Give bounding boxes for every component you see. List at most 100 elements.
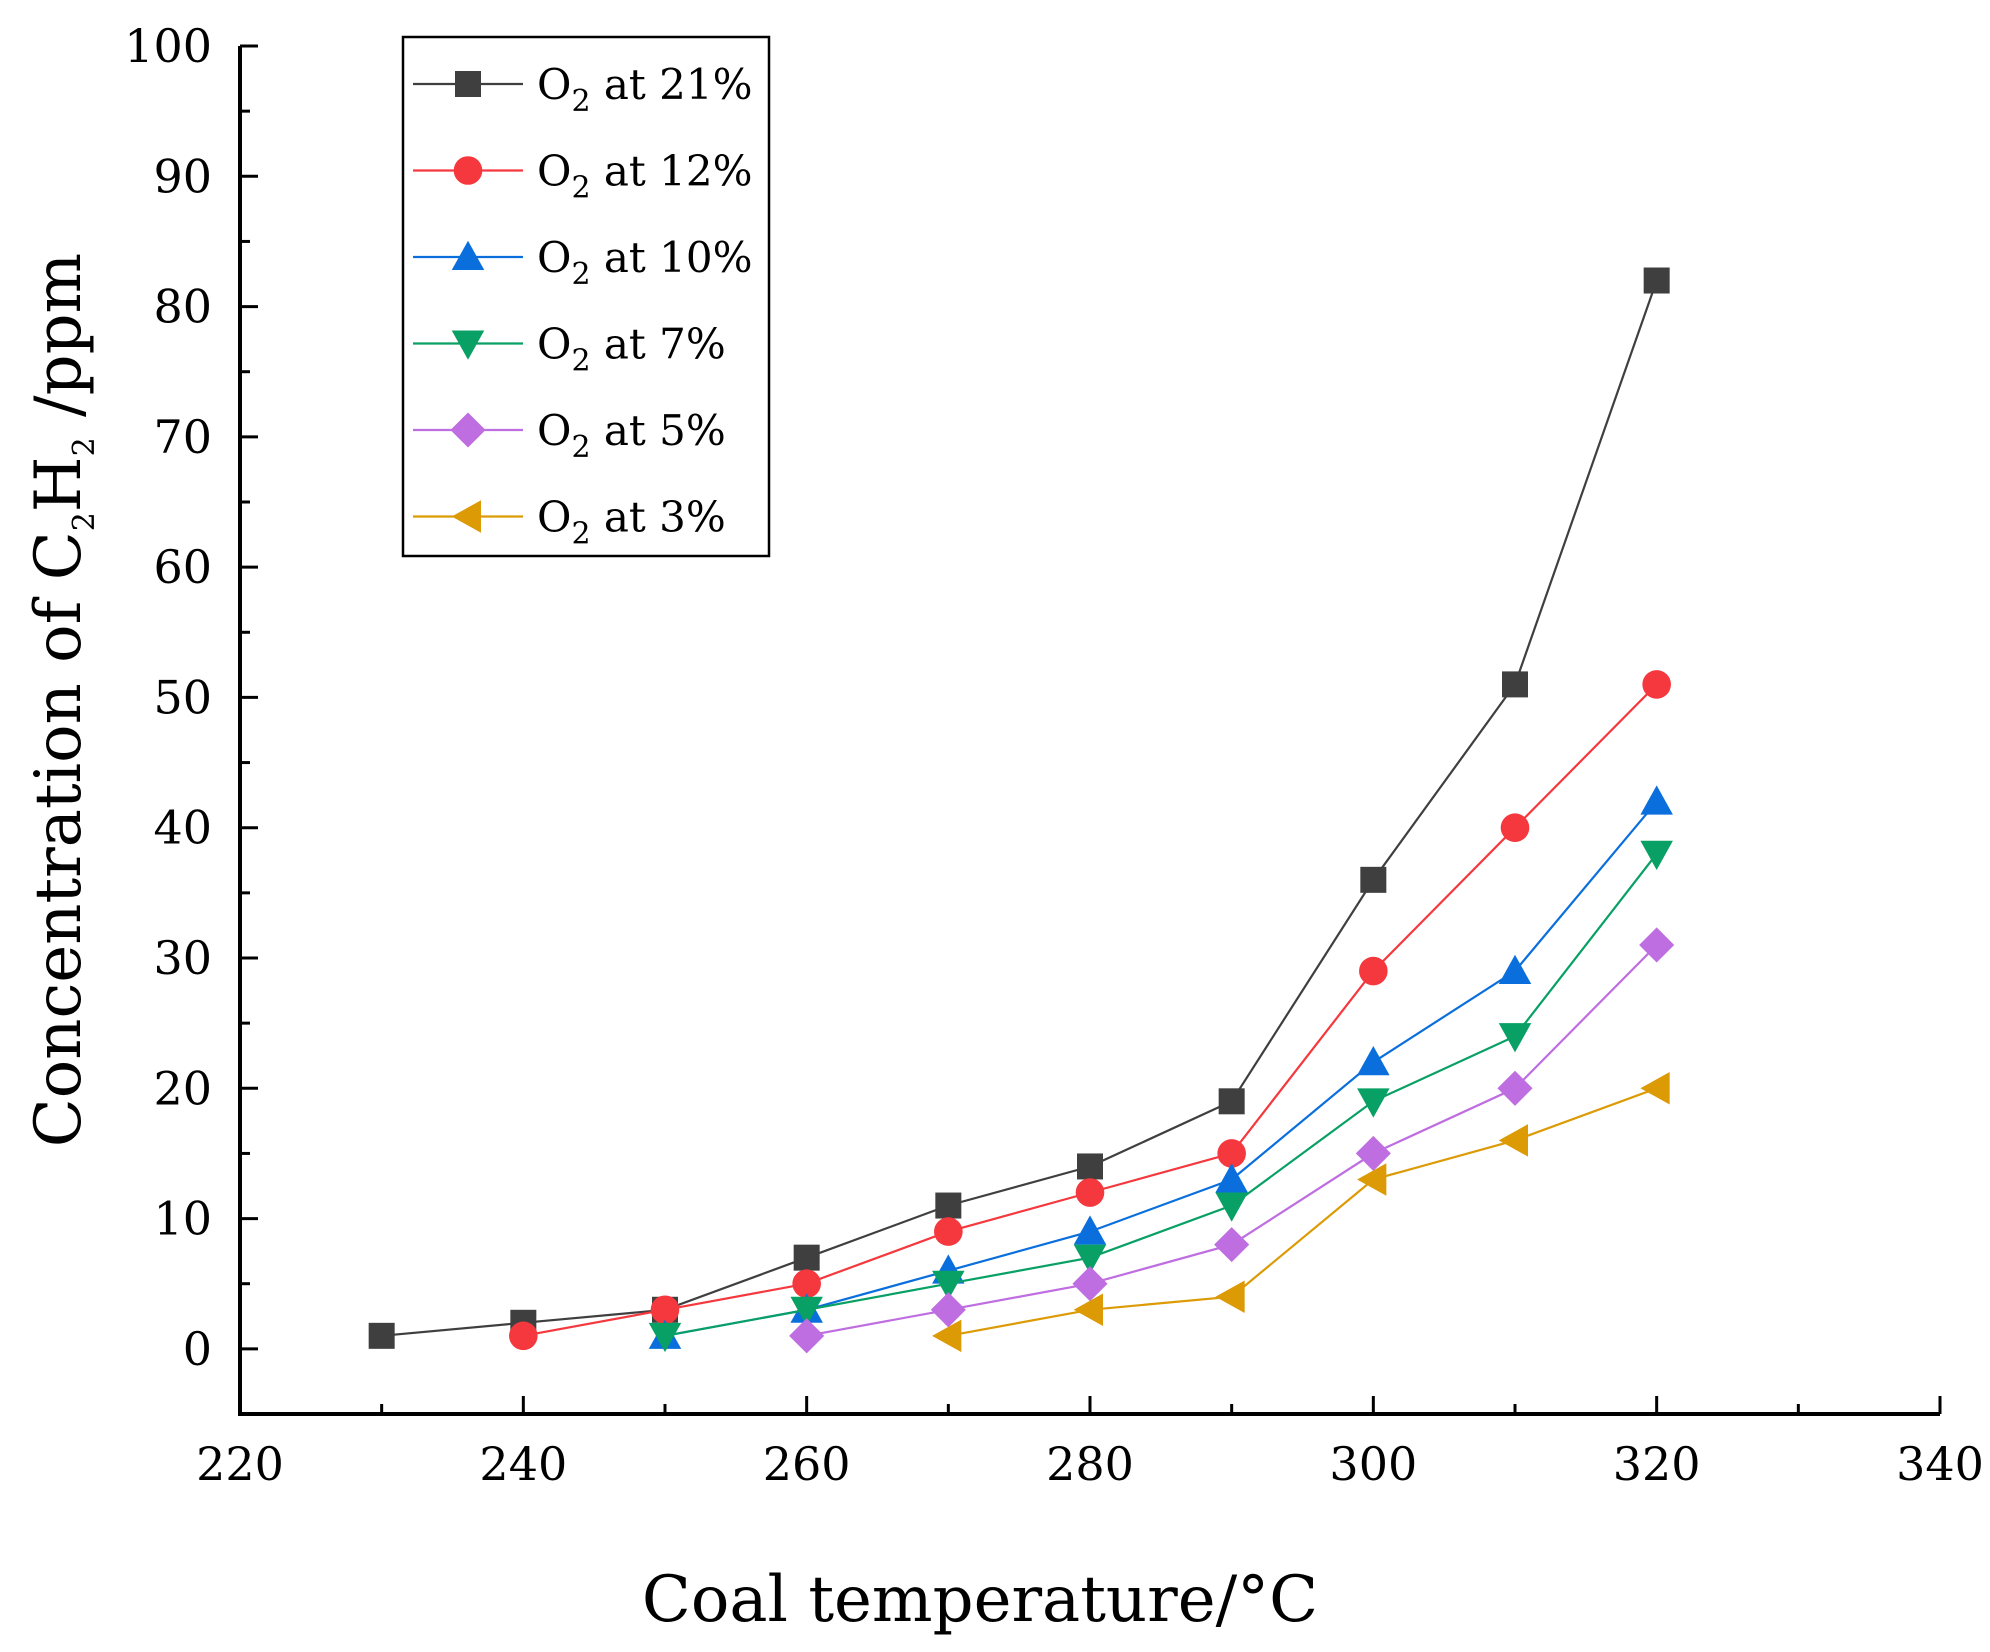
x-tick-label: 320 [1613,1437,1701,1491]
x-tick-label: 260 [763,1437,851,1491]
x-tick-label: 280 [1046,1437,1134,1491]
data-point [1642,670,1671,699]
y-title-prefix: Concentration of C [22,531,96,1147]
data-point [1217,1139,1246,1168]
legend-label-main: O [537,147,571,196]
data-point [1215,1163,1248,1193]
y-tick-label: 40 [153,801,212,855]
y-tick-label: 30 [153,931,212,985]
legend-label: O2 at 12% [537,147,753,206]
legend-entry: O2 at 12% [413,147,753,206]
legend-label-main: O [537,320,571,369]
data-point [1072,1266,1108,1302]
series-line [381,280,1658,1337]
series-4 [648,840,1673,1353]
data-point [1640,840,1673,871]
legend-entry: O2 at 5% [413,406,726,465]
legend-label-sub: 2 [571,171,590,206]
legend-label-sub: 2 [571,344,590,379]
x-tick-label: 240 [479,1437,567,1491]
data-point [935,1192,962,1219]
legend-label-main: O [537,60,571,109]
series-2 [509,670,1671,1351]
data-point [1073,1293,1103,1327]
data-point [1215,1280,1245,1313]
series-5 [789,927,1675,1354]
data-point [1218,1088,1245,1115]
data-point [1357,1045,1390,1076]
y-tick-label: 70 [153,410,212,464]
data-point [368,1322,395,1349]
data-point [790,1296,823,1327]
x-tick-label: 340 [1896,1437,1984,1491]
data-point [1498,1124,1528,1157]
data-point [793,1244,820,1271]
data-point [1640,785,1673,815]
y-tick-label: 60 [153,540,212,594]
y-axis-title: Concentration of C2H2 /ppm [22,253,102,1147]
y-title-sub2: 2 [67,437,102,456]
data-point [1215,1192,1248,1222]
legend-label: O2 at 10% [537,233,753,292]
legend-marker [451,240,485,270]
y-tick-label: 80 [153,280,212,334]
data-point [1643,267,1670,294]
data-point [1359,956,1388,986]
legend-label-sub: 2 [571,517,590,552]
y-title-mid: H [22,456,96,512]
data-point [1077,1153,1103,1180]
legend-marker [455,71,481,97]
data-point [1357,1163,1387,1196]
legend-marker [450,412,486,448]
data-point [1360,866,1387,893]
legend-label-rest: at 12% [591,147,753,196]
legend-marker [453,156,483,185]
data-point [650,1295,680,1325]
series-line [664,800,1658,1337]
data-point [932,1270,965,1300]
data-point [1497,1070,1533,1106]
legend-marker [451,500,481,533]
legend-label-rest: at 7% [591,320,726,369]
data-point [792,1269,821,1299]
legend-label-sub: 2 [571,84,590,119]
data-point [1498,1023,1532,1053]
legend-label-sub: 2 [571,430,590,465]
legend-marker [451,330,485,360]
legend: O2 at 21%O2 at 12%O2 at 10%O2 at 7%O2 at… [401,35,771,558]
data-point [1500,813,1530,843]
data-point [1073,1215,1107,1245]
x-tick-label: 300 [1329,1437,1417,1491]
data-point [1498,954,1532,985]
series-line [948,1087,1658,1337]
legend-entry: O2 at 10% [413,233,753,292]
series-1 [368,267,1670,1349]
data-point [1214,1227,1250,1263]
legend-label-main: O [537,493,571,542]
legend-entry: O2 at 7% [413,320,726,379]
y-tick-label: 0 [183,1322,212,1376]
legend-label: O2 at 7% [537,320,726,379]
legend-label-rest: at 3% [591,493,726,542]
data-point [1502,671,1528,698]
legend-label-sub: 2 [571,257,590,292]
data-point [789,1318,825,1354]
data-point [930,1292,966,1328]
data-point [1639,927,1675,963]
legend-label-rest: at 21% [591,60,753,109]
data-point [932,1319,962,1353]
x-axis-title: Coal temperature/°C [642,1563,1318,1637]
legend-label-main: O [537,233,571,282]
legend-label-rest: at 5% [591,406,726,455]
legend-label: O2 at 5% [537,406,726,465]
legend-label-main: O [537,406,571,455]
y-tick-label: 10 [153,1192,212,1246]
series-6 [932,1072,1670,1353]
data-point [934,1217,963,1246]
data-point [1355,1135,1391,1171]
series-line [664,853,1658,1337]
y-title-sub1: 2 [67,512,102,531]
legend-entry: O2 at 3% [413,493,726,552]
y-tick-label: 100 [124,19,212,73]
